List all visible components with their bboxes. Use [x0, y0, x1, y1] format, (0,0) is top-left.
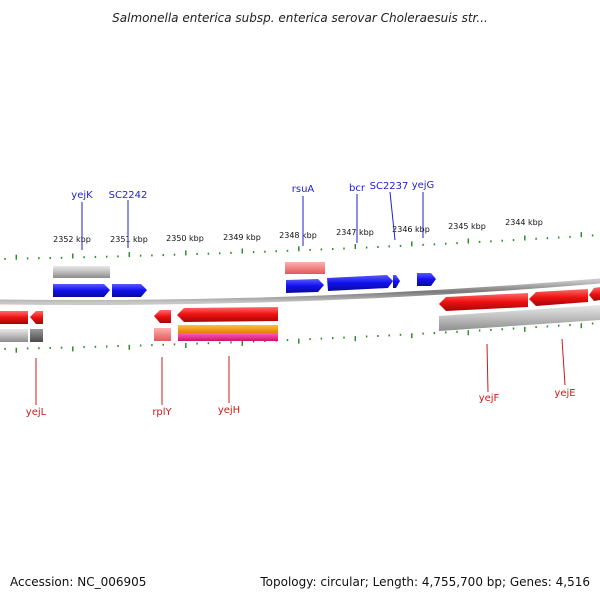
gene-rplY[interactable]	[154, 310, 171, 323]
scale-label: 2349 kbp	[223, 233, 261, 242]
gene-label-yejH[interactable]: yejH	[218, 405, 240, 416]
genome-backbone	[0, 278, 600, 306]
gene-yejG[interactable]	[417, 273, 436, 286]
reverse-gene-labels: yejL rplY yejH yejF yejE	[26, 338, 576, 418]
gene-yejL-part[interactable]	[30, 311, 43, 324]
scale-label: 2345 kbp	[448, 222, 486, 231]
gene-label-yejG[interactable]: yejG	[412, 180, 435, 191]
leader-line	[561, 338, 566, 386]
scale-labels: 2352 kbp 2351 kbp 2350 kbp 2349 kbp 2348…	[53, 218, 543, 244]
map-title: Salmonella enterica subsp. enterica sero…	[112, 11, 488, 25]
gene-label-SC2242[interactable]: SC2242	[109, 190, 148, 201]
gene-yejL[interactable]	[0, 311, 28, 324]
homology-bar	[0, 329, 28, 342]
gene-label-rplY[interactable]: rplY	[152, 407, 172, 418]
scale-label: 2352 kbp	[53, 235, 91, 244]
gene-label-yejE[interactable]: yejE	[554, 388, 575, 399]
summary-text: Topology: circular; Length: 4,755,700 bp…	[259, 575, 590, 589]
scale-label: 2348 kbp	[279, 231, 317, 240]
gene-yejE[interactable]	[529, 289, 588, 306]
scale-label: 2346 kbp	[392, 225, 430, 234]
scale-ticks-bottom	[4, 322, 594, 353]
homology-bar	[285, 262, 325, 274]
gene-yejH[interactable]	[177, 307, 278, 322]
reverse-genes	[0, 287, 600, 324]
gene-label-rsuA[interactable]: rsuA	[292, 184, 315, 195]
scale-label: 2350 kbp	[166, 234, 204, 243]
gene-label-bcr[interactable]: bcr	[349, 183, 366, 194]
homology-bar	[439, 305, 600, 331]
forward-genes	[53, 273, 436, 297]
homology-bar	[53, 266, 110, 278]
gene-SC2237[interactable]	[393, 275, 400, 288]
gene-label-yejL[interactable]: yejL	[26, 407, 47, 418]
forward-gene-labels: yejK SC2242 rsuA bcr SC2237 yejG	[71, 180, 434, 250]
gene-yejF[interactable]	[439, 293, 528, 311]
gene-rsuA[interactable]	[286, 279, 324, 293]
accession-text: Accession: NC_006905	[10, 575, 146, 589]
scale-label: 2344 kbp	[505, 218, 543, 227]
scale-ticks-top	[4, 232, 594, 260]
gene-label-SC2237[interactable]: SC2237	[370, 181, 409, 192]
scale-label: 2351 kbp	[110, 235, 148, 244]
homology-bar	[154, 328, 171, 341]
homology-bar	[30, 329, 43, 342]
gene-SC2242[interactable]	[112, 284, 147, 297]
gene-yejK[interactable]	[53, 284, 110, 297]
homology-bar-magenta	[178, 333, 278, 341]
gene-label-yejK[interactable]: yejK	[71, 190, 93, 201]
leader-line	[486, 343, 489, 393]
leader-line	[389, 191, 396, 241]
gene-label-yejF[interactable]: yejF	[479, 393, 500, 404]
gene-partial[interactable]	[589, 287, 600, 301]
gene-bcr[interactable]	[327, 275, 393, 291]
homology-bar-orange	[178, 325, 278, 333]
scale-label: 2347 kbp	[336, 228, 374, 237]
